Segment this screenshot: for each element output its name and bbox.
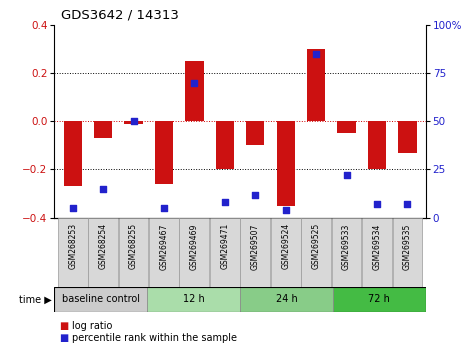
Text: GSM269533: GSM269533 xyxy=(342,223,351,270)
Point xyxy=(130,118,137,124)
Bar xyxy=(119,218,149,287)
Bar xyxy=(301,218,331,287)
Point xyxy=(373,201,381,207)
Bar xyxy=(362,218,392,287)
Text: GSM268253: GSM268253 xyxy=(68,223,77,269)
Point xyxy=(403,201,411,207)
Point xyxy=(69,205,77,211)
Bar xyxy=(88,218,118,287)
Text: GSM269525: GSM269525 xyxy=(312,223,321,269)
Text: GSM269534: GSM269534 xyxy=(373,223,382,270)
Text: 24 h: 24 h xyxy=(276,295,298,304)
Bar xyxy=(147,287,240,312)
Bar xyxy=(393,218,422,287)
Point xyxy=(191,80,198,85)
Bar xyxy=(155,121,173,184)
Bar xyxy=(185,61,203,121)
Bar xyxy=(333,287,426,312)
Bar xyxy=(307,49,325,121)
Bar xyxy=(246,121,264,145)
Text: time: time xyxy=(0,353,1,354)
Text: GSM269507: GSM269507 xyxy=(251,223,260,270)
Bar xyxy=(210,218,240,287)
Text: log ratio: log ratio xyxy=(72,321,113,331)
Text: GSM269524: GSM269524 xyxy=(281,223,290,269)
Point xyxy=(252,192,259,198)
Text: GSM269535: GSM269535 xyxy=(403,223,412,270)
Point xyxy=(343,172,350,178)
Bar xyxy=(149,218,179,287)
Text: ▶: ▶ xyxy=(0,353,1,354)
Bar xyxy=(63,121,82,186)
Bar xyxy=(240,287,333,312)
Text: GSM269467: GSM269467 xyxy=(159,223,168,270)
Bar xyxy=(368,121,386,170)
Bar xyxy=(216,121,234,170)
Text: 72 h: 72 h xyxy=(368,295,390,304)
Bar xyxy=(337,121,356,133)
Point xyxy=(312,51,320,57)
Text: GSM268254: GSM268254 xyxy=(98,223,107,269)
Text: GSM268255: GSM268255 xyxy=(129,223,138,269)
Text: percentile rank within the sample: percentile rank within the sample xyxy=(72,333,237,343)
Bar xyxy=(54,287,147,312)
Bar xyxy=(179,218,210,287)
Point xyxy=(282,207,289,213)
Point xyxy=(99,186,107,192)
Text: 12 h: 12 h xyxy=(183,295,204,304)
Bar xyxy=(398,121,417,153)
Bar xyxy=(332,218,361,287)
Text: baseline control: baseline control xyxy=(62,295,140,304)
Bar xyxy=(271,218,301,287)
Text: time ▶: time ▶ xyxy=(19,295,52,304)
Bar xyxy=(58,218,88,287)
Text: GSM269469: GSM269469 xyxy=(190,223,199,270)
Bar xyxy=(124,121,143,124)
Bar xyxy=(277,121,295,206)
Bar xyxy=(94,121,112,138)
Text: GSM269471: GSM269471 xyxy=(220,223,229,269)
Point xyxy=(160,205,168,211)
Text: ■: ■ xyxy=(59,333,69,343)
Bar xyxy=(240,218,270,287)
Text: ■: ■ xyxy=(59,321,69,331)
Text: GDS3642 / 14313: GDS3642 / 14313 xyxy=(61,9,179,22)
Point xyxy=(221,199,228,205)
